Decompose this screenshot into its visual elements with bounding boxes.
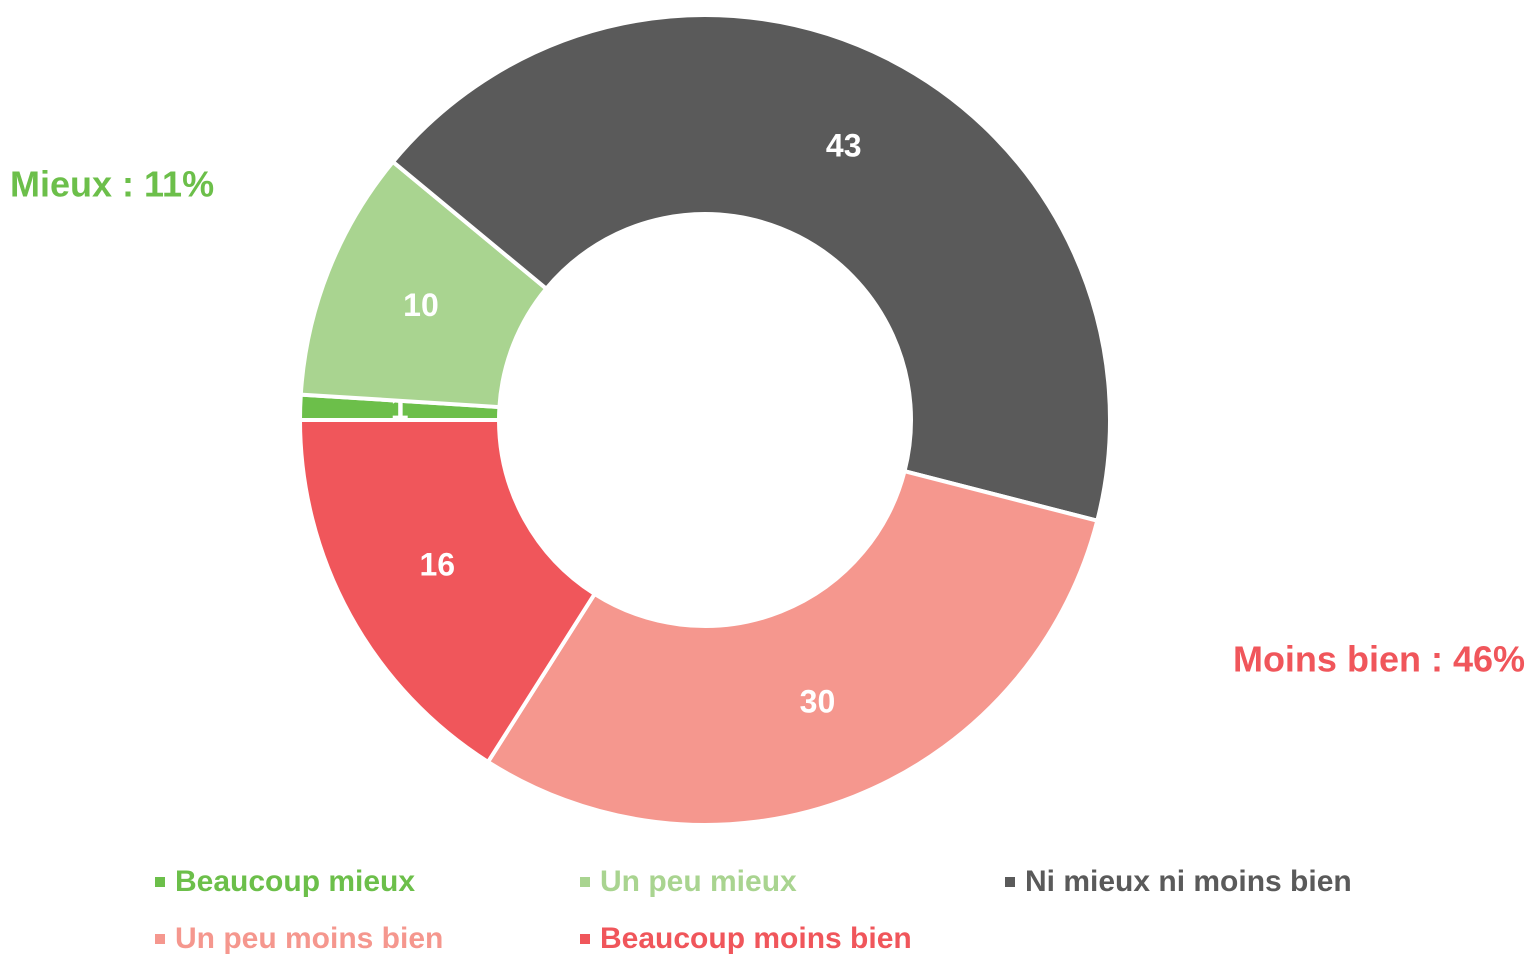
legend-label: Beaucoup mieux — [175, 865, 415, 898]
data-label: 30 — [800, 683, 836, 719]
legend-label: Beaucoup moins bien — [600, 922, 912, 955]
data-label: 43 — [826, 127, 862, 163]
legend-swatch — [155, 877, 165, 887]
data-label: 16 — [419, 547, 455, 583]
legend-swatch — [580, 934, 590, 944]
legend-swatch — [1005, 877, 1015, 887]
donut-slice — [298, 159, 550, 410]
legend-label: Ni mieux ni moins bien — [1025, 865, 1352, 898]
legend-label: Un peu mieux — [600, 865, 797, 898]
legend-label: Un peu moins bien — [175, 922, 443, 955]
donut-slice — [297, 418, 598, 765]
donut-slice — [390, 13, 1112, 524]
annotation: Mieux : 11% — [10, 164, 214, 205]
donut-slice — [485, 468, 1100, 827]
legend-swatch — [580, 877, 590, 887]
annotation: Moins bien : 46% — [1233, 639, 1525, 680]
data-label: 10 — [403, 287, 439, 323]
legend-swatch — [155, 934, 165, 944]
